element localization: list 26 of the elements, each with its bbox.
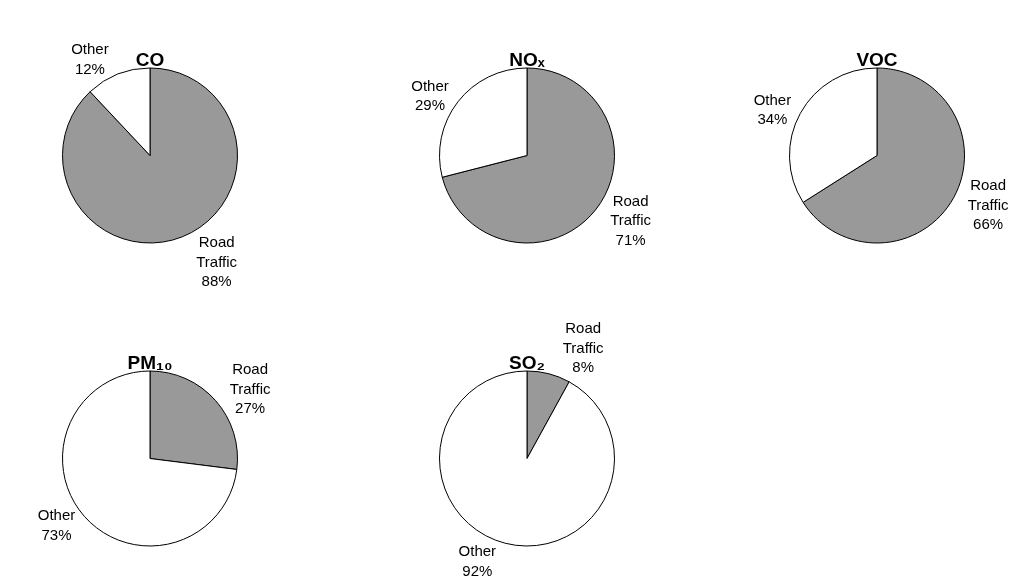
chart-title: CO [135,49,165,70]
chart-title: VOC [856,49,898,70]
chart-title: PM₁₀ [127,352,173,373]
data-label: 71% [615,230,646,248]
data-label: 66% [973,215,1004,233]
data-label: 73% [41,525,72,543]
slice-label: Road Traffic [229,360,271,397]
data-label: 8% [572,358,595,376]
pie-slice [439,370,615,547]
slice-label: Other [753,90,792,108]
slice-label: Other [37,506,76,524]
slice-label: Other [411,76,449,94]
slice-label: Road Traffic [562,319,605,356]
data-label: 29% [414,96,445,114]
data-label: 27% [235,399,266,417]
slice-label: Road Traffic [610,191,652,229]
chart-title: NOₓ [509,49,545,70]
data-label: 34% [757,110,788,128]
data-label: 12% [74,59,105,77]
slice-label: Road Traffic [967,176,1010,213]
data-label: 92% [462,561,493,579]
text: SO₂ [509,352,545,373]
data-label: 88% [201,272,232,290]
slice-label: Other [71,40,109,58]
slice-label: Road Traffic [196,233,238,270]
slice-label: Other [458,542,497,560]
